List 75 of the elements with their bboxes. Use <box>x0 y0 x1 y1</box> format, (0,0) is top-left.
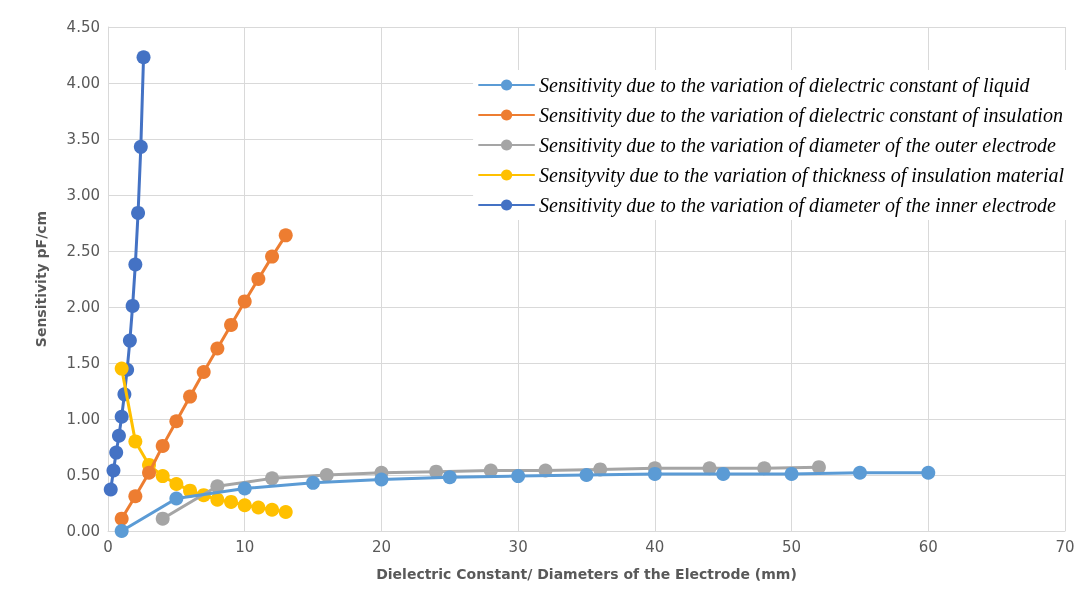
legend-label: Sensityvity due to the variation of thickness of insulation material <box>539 164 1065 187</box>
point <box>647 466 662 481</box>
point <box>125 298 140 313</box>
point <box>210 492 225 507</box>
point <box>921 465 936 480</box>
point <box>237 498 252 513</box>
point <box>169 414 184 429</box>
y-tick-label: 4.00 <box>66 74 100 92</box>
point <box>374 472 389 487</box>
point <box>784 466 799 481</box>
y-tick-label: 3.00 <box>66 186 100 204</box>
y-tick-label: 1.00 <box>66 410 100 428</box>
x-tick-label: 30 <box>508 537 528 556</box>
x-tick-label: 10 <box>235 537 255 556</box>
point <box>196 364 211 379</box>
point <box>109 445 124 460</box>
x-tick-label: 70 <box>1055 537 1075 556</box>
point <box>131 205 146 220</box>
point <box>114 361 129 376</box>
y-tick-label: 2.00 <box>66 298 100 316</box>
y-tick-label: 0.00 <box>66 522 100 540</box>
point <box>128 257 143 272</box>
x-tick-label: 20 <box>371 537 391 556</box>
point <box>224 317 239 332</box>
y-tick-label: 3.50 <box>66 130 100 148</box>
x-axis-title: Dielectric Constant/ Diameters of the Electrode (mm) <box>376 566 797 582</box>
point <box>224 494 239 509</box>
point <box>114 409 129 424</box>
y-tick-label: 2.50 <box>66 242 100 260</box>
point <box>210 341 225 356</box>
point <box>128 489 143 504</box>
point <box>319 468 334 482</box>
x-tick-label: 0 <box>103 537 113 556</box>
point <box>579 468 594 482</box>
point <box>128 434 143 449</box>
point <box>183 389 198 404</box>
point <box>265 471 280 486</box>
point <box>106 463 121 478</box>
point <box>114 524 129 538</box>
x-tick-label: 50 <box>782 537 802 556</box>
x-tick-label: 60 <box>918 537 938 556</box>
point <box>155 469 170 484</box>
legend-label: Sensitivity due to the variation of diameter of the outer electrode <box>539 134 1057 157</box>
y-tick-label: 4.50 <box>66 18 100 36</box>
point <box>237 481 252 496</box>
legend-label: Sensitivity due to the variation of dielectric constant of insulation <box>539 104 1063 127</box>
point <box>251 272 266 286</box>
legend-label: Sensitivity due to the variation of dielectric constant of liquid <box>539 74 1031 97</box>
point <box>716 466 731 481</box>
y-tick-label: 1.50 <box>66 354 100 372</box>
point <box>155 438 170 453</box>
point <box>114 511 129 526</box>
point <box>306 475 321 490</box>
point <box>278 228 293 243</box>
x-tick-label: 40 <box>645 537 665 556</box>
point <box>251 500 266 515</box>
point <box>265 249 280 264</box>
point <box>278 504 293 519</box>
point <box>237 294 252 309</box>
legend-label: Sensitivity due to the variation of diameter of the inner electrode <box>539 194 1057 217</box>
point <box>155 511 170 526</box>
point <box>265 502 280 517</box>
point <box>169 491 184 506</box>
point <box>442 470 457 485</box>
point <box>122 333 137 348</box>
point <box>133 139 148 154</box>
y-axis-title: Sensitivity pF/cm <box>33 210 49 348</box>
point <box>852 465 867 480</box>
point <box>169 476 184 491</box>
point <box>103 482 118 497</box>
point <box>511 469 526 484</box>
point <box>111 428 126 443</box>
point <box>142 465 157 480</box>
point <box>136 50 151 65</box>
y-tick-label: 0.50 <box>66 466 100 484</box>
